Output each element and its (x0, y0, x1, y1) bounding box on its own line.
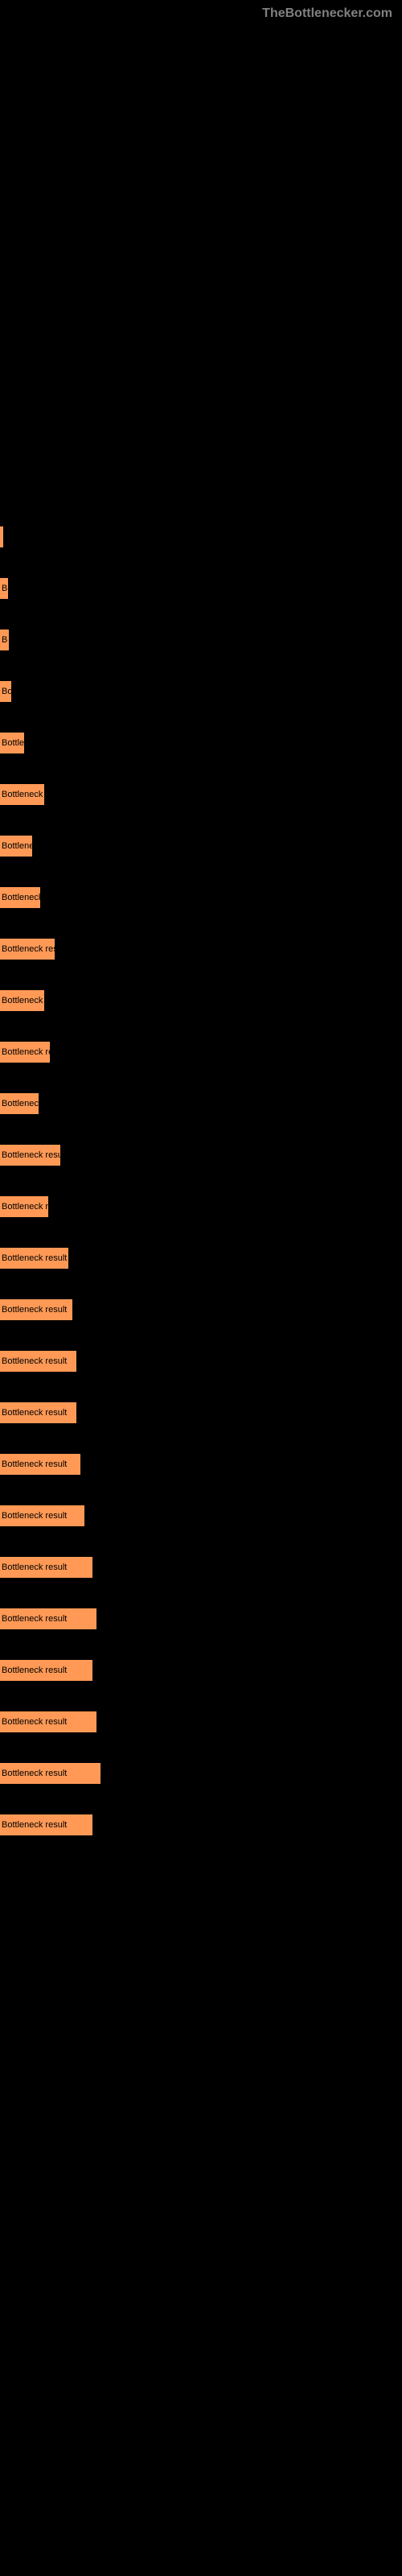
chart-bar: Bottleneck result (0, 1660, 92, 1681)
chart-bar: Bottleneck re (0, 887, 40, 908)
bar-row: Bottleneck result (0, 1248, 402, 1269)
chart-bar: Bottleneck r (0, 784, 44, 805)
bar-row: Bottleneck result (0, 1660, 402, 1681)
chart-bar: Bottleneck result (0, 1248, 68, 1269)
chart-bar: Bottlene (0, 836, 32, 857)
bar-row: Bottleneck re (0, 887, 402, 908)
bar-row: Bottleneck result (0, 1299, 402, 1320)
bar-row: Bottleneck res (0, 1196, 402, 1217)
bar-row: Bottleneck res (0, 1042, 402, 1063)
chart-bar: Bottleneck result (0, 1557, 92, 1578)
bar-row: Bottleneck result (0, 1505, 402, 1526)
chart-bar: Bottleneck re (0, 990, 44, 1011)
bar-row: Bo (0, 681, 402, 702)
bar-row: Bottleneck (0, 1093, 402, 1114)
bar-row: Bottleneck result (0, 1814, 402, 1835)
chart-bar: Bottleneck result (0, 1145, 60, 1166)
chart-bar: Bottleneck res (0, 1196, 48, 1217)
bar-row: Bottleneck result (0, 1145, 402, 1166)
chart-bar (0, 526, 3, 547)
chart-bar: Bottleneck resul (0, 939, 55, 960)
bar-row: Bottleneck result (0, 1351, 402, 1372)
bar-row: Bottleneck r (0, 784, 402, 805)
chart-bar: B (0, 630, 9, 650)
bar-row: Bottleneck result (0, 1763, 402, 1784)
chart-bar: Bottleneck result (0, 1351, 76, 1372)
chart-bar: Bottleneck res (0, 1042, 50, 1063)
bar-row: Bottleneck result (0, 1608, 402, 1629)
chart-bar: Bottleneck result (0, 1402, 76, 1423)
chart-bar: Bottleneck result (0, 1814, 92, 1835)
bar-row: Bottleneck result (0, 1402, 402, 1423)
bar-row (0, 526, 402, 547)
bar-row: Bottleneck result (0, 1557, 402, 1578)
chart-bar: B (0, 578, 8, 599)
site-header: TheBottlenecker.com (0, 0, 402, 27)
top-spacer (0, 27, 402, 526)
bar-row: B (0, 630, 402, 650)
bar-row: Bottleneck re (0, 990, 402, 1011)
chart-bar: Bottleneck result (0, 1454, 80, 1475)
site-name: TheBottlenecker.com (262, 6, 392, 20)
chart-bar: Bottleneck (0, 1093, 39, 1114)
chart-bar: Bo (0, 681, 11, 702)
bar-row: B (0, 578, 402, 599)
chart-bar: Bottleneck result (0, 1763, 100, 1784)
bar-row: Bottleneck result (0, 1711, 402, 1732)
bar-row: Bottleneck result (0, 1454, 402, 1475)
bar-chart: B B Bo Bottler Bottleneck r Bottlene Bottlenec… (0, 526, 402, 1835)
bar-row: Bottlene (0, 836, 402, 857)
chart-bar: Bottleneck result (0, 1505, 84, 1526)
chart-bar: Bottleneck result (0, 1608, 96, 1629)
bar-row: Bottler (0, 733, 402, 753)
bar-row: Bottleneck resul (0, 939, 402, 960)
chart-bar: Bottleneck result (0, 1711, 96, 1732)
chart-bar: Bottler (0, 733, 24, 753)
chart-bar: Bottleneck result (0, 1299, 72, 1320)
